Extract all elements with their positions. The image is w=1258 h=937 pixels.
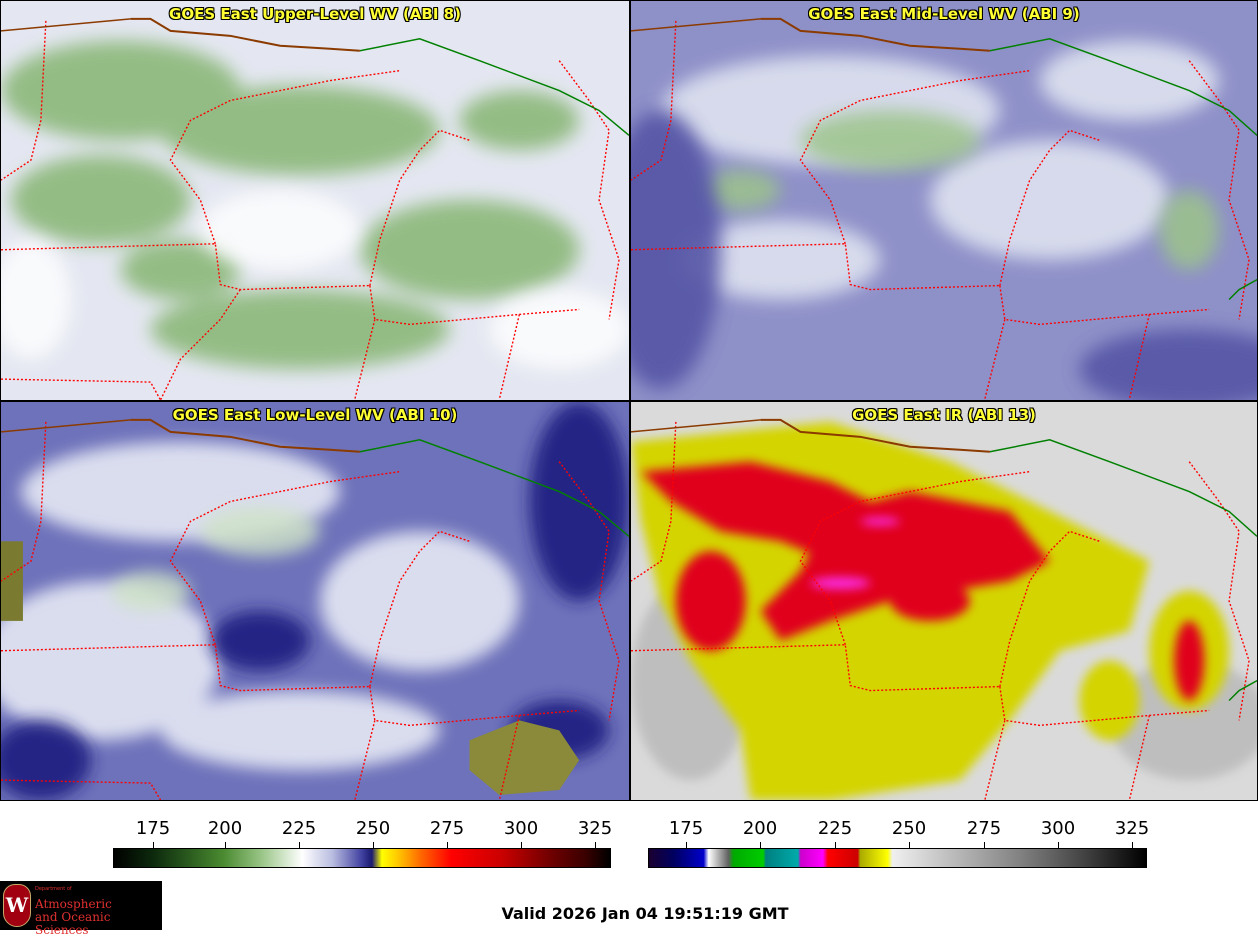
tick-label: 325 — [1114, 818, 1150, 839]
logo-department-label: Department of — [35, 886, 72, 892]
tick-label: 275 — [966, 818, 1002, 839]
infrared-panel: GOES East IR (ABI 13) — [630, 401, 1258, 801]
tick-mark — [760, 842, 761, 848]
mid-level-wv-panel: GOES East Mid-Level WV (ABI 9) — [630, 0, 1258, 401]
tick-label: 250 — [355, 818, 391, 839]
panel-title: GOES East IR (ABI 13) — [852, 406, 1036, 424]
tick-mark — [521, 842, 522, 848]
tick-label: 225 — [281, 818, 317, 839]
tick-mark — [299, 842, 300, 848]
tick-mark — [835, 842, 836, 848]
colorbar-ticks: 175 200 225 250 275 300 325 — [113, 818, 613, 840]
valid-time: Valid 2026 Jan 04 19:51:19 GMT — [501, 904, 789, 923]
logo-name-line1: Atmospheric — [35, 897, 112, 911]
aos-logo: W Department of Atmospheric and Oceanic … — [0, 881, 162, 937]
water-vapor-colorbar: 175 200 225 250 275 300 325 — [113, 818, 613, 870]
upper-level-wv-map — [1, 1, 629, 400]
tick-mark — [909, 842, 910, 848]
tick-mark — [153, 842, 154, 848]
low-level-wv-map — [1, 402, 629, 800]
colorbar-ticks: 175 200 225 250 275 300 325 — [648, 818, 1150, 840]
tick-mark — [984, 842, 985, 848]
tick-mark — [1058, 842, 1059, 848]
tick-label: 200 — [207, 818, 243, 839]
logo-name-line2: and Oceanic Sciences — [35, 910, 111, 937]
tick-mark — [373, 842, 374, 848]
upper-level-wv-panel: GOES East Upper-Level WV (ABI 8) — [0, 0, 630, 401]
colorbar-gradient — [113, 848, 611, 868]
tick-mark — [595, 842, 596, 848]
panel-title: GOES East Mid-Level WV (ABI 9) — [808, 5, 1080, 23]
tick-mark — [447, 842, 448, 848]
colorbar-gradient — [648, 848, 1147, 868]
uw-crest-icon: W — [3, 884, 31, 927]
low-level-wv-panel: GOES East Low-Level WV (ABI 10) — [0, 401, 630, 801]
tick-label: 175 — [668, 818, 704, 839]
tick-label: 325 — [577, 818, 613, 839]
tick-mark — [225, 842, 226, 848]
panel-title: GOES East Upper-Level WV (ABI 8) — [169, 5, 461, 23]
tick-label: 250 — [891, 818, 927, 839]
tick-label: 275 — [429, 818, 465, 839]
panel-title: GOES East Low-Level WV (ABI 10) — [172, 406, 458, 424]
tick-mark — [1132, 842, 1133, 848]
tick-label: 200 — [742, 818, 778, 839]
mid-level-wv-map — [631, 1, 1257, 400]
tick-mark — [686, 842, 687, 848]
infrared-map — [631, 402, 1257, 800]
tick-label: 225 — [817, 818, 853, 839]
infrared-colorbar: 175 200 225 250 275 300 325 — [648, 818, 1150, 870]
tick-label: 300 — [503, 818, 539, 839]
tick-label: 300 — [1040, 818, 1076, 839]
tick-label: 175 — [135, 818, 171, 839]
logo-name: Atmospheric and Oceanic Sciences — [35, 898, 162, 937]
